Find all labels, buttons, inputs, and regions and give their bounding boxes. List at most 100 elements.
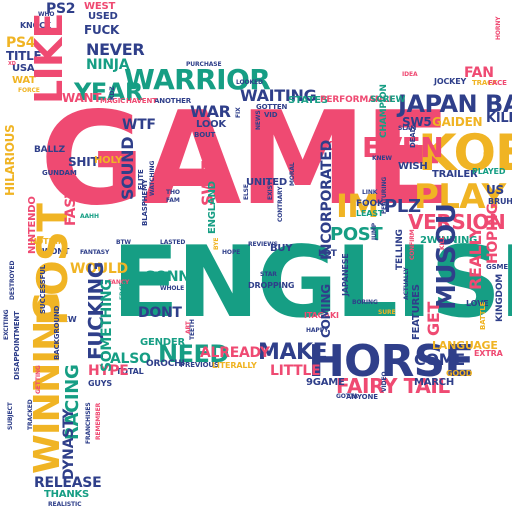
word-nothin: NOTHIN bbox=[30, 237, 65, 246]
word-total: TOTAL bbox=[116, 367, 144, 376]
word-want: WANT bbox=[62, 91, 102, 105]
word-coming: COMING bbox=[319, 284, 333, 338]
word-contrary: CONTRARY bbox=[277, 186, 284, 222]
word-bruh: BRUH bbox=[488, 197, 512, 206]
word-us: US bbox=[486, 183, 504, 197]
word-force: FORCE bbox=[18, 87, 40, 94]
word-played: PLAYED bbox=[472, 167, 506, 176]
word-also: ALSO bbox=[110, 351, 151, 367]
word-ps2: PS2 bbox=[46, 1, 76, 17]
word-really: REALLY bbox=[466, 226, 485, 290]
word-bout: BOUT bbox=[194, 131, 216, 139]
word-nintendo: NINTENDO bbox=[27, 196, 38, 254]
word-fancy: FANCY bbox=[108, 279, 130, 286]
word-knock: KNOCK bbox=[20, 21, 51, 30]
word-hoping: HOPING bbox=[485, 203, 501, 264]
word-disappointment: DISAPPOINTMENT bbox=[13, 311, 21, 380]
word-gsme: GSME bbox=[486, 263, 508, 271]
word-star: STAR bbox=[260, 271, 277, 278]
word-9game: 9GAME bbox=[306, 377, 345, 388]
word-havent: HAVENT bbox=[126, 97, 157, 105]
word-kill-small: KILL bbox=[439, 235, 446, 250]
word-anyone: ANYONE bbox=[346, 393, 378, 401]
word-waiting: WAITING bbox=[240, 86, 317, 105]
word-lot: LOT bbox=[318, 249, 337, 259]
word-fairy-tail: FAIRY TAIL bbox=[336, 374, 450, 398]
word-gundam: GUNDAM bbox=[42, 169, 77, 177]
word-champion: CHAMPION bbox=[379, 84, 389, 138]
word-warrior: WARRIOR bbox=[124, 63, 271, 96]
word-like: LIKE bbox=[27, 13, 71, 104]
word-little: LITTLE bbox=[270, 363, 321, 379]
word-plz: PLZ bbox=[384, 196, 421, 217]
word-edge: EDGE bbox=[119, 282, 126, 300]
word-xd: XD bbox=[8, 61, 16, 67]
word-tracked: TRACKED bbox=[27, 399, 34, 430]
word-game: GAME bbox=[40, 85, 451, 234]
word-destroyed: DESTROYED bbox=[9, 260, 16, 300]
word-trailer: TRAILER bbox=[432, 169, 478, 180]
word-never: NEVER bbox=[86, 40, 145, 59]
word-holy: HOLY bbox=[94, 155, 123, 166]
word-wont: WONT bbox=[42, 247, 70, 256]
word-performance: PERFORMANCE bbox=[320, 95, 395, 105]
word-usa: USA bbox=[12, 63, 35, 74]
word-make: MAKE bbox=[258, 340, 328, 365]
word-battle: BATTLE bbox=[479, 301, 487, 330]
word-getting: GETTING bbox=[35, 365, 42, 394]
word-gaiden: GAIDEN bbox=[432, 115, 483, 129]
word-news: NEWS bbox=[255, 110, 262, 130]
word-exist: EXIST bbox=[267, 181, 274, 200]
word-video: VIDEO bbox=[381, 371, 388, 392]
word-states: STATES bbox=[288, 95, 328, 106]
word-tho: THO bbox=[166, 189, 180, 196]
word-kdz: KDZ bbox=[109, 86, 116, 100]
word-new: NEW bbox=[56, 315, 77, 324]
word-uk: UK bbox=[314, 139, 333, 153]
word-thanks: THANKS bbox=[44, 489, 90, 500]
word-jockey: JOCKEY bbox=[434, 77, 467, 86]
word-telling: TELLING bbox=[395, 229, 405, 270]
word-aahh: AAHH bbox=[80, 213, 99, 220]
word-guys: GUYS bbox=[88, 379, 112, 388]
word-reviews: REVIEWS bbox=[248, 241, 278, 248]
word-dont: DONT bbox=[138, 305, 182, 321]
word-fam: FAM bbox=[166, 197, 180, 204]
word-good: GOOD bbox=[446, 369, 473, 378]
word-else: ELSE bbox=[243, 184, 250, 200]
word-slam: SLAM bbox=[398, 125, 417, 132]
word-love: LOVE bbox=[466, 299, 489, 308]
word-fantasy: FANTASY bbox=[80, 249, 110, 256]
word-buy: BUY bbox=[270, 243, 293, 254]
word-jump: JUMP bbox=[371, 223, 378, 240]
word-2winning: 2WINNING bbox=[420, 235, 478, 246]
word-sure: SURE bbox=[378, 309, 396, 316]
word-play: PLAY bbox=[414, 177, 506, 217]
word-dropping: DROPPING bbox=[248, 281, 295, 290]
word-version: VERSION bbox=[408, 210, 506, 234]
word-fix: FIX bbox=[235, 107, 242, 118]
word-btw: BTW bbox=[116, 239, 131, 246]
word-kill: KILL bbox=[486, 111, 512, 126]
word-background: BACKGROUND bbox=[53, 305, 61, 360]
word-previous: PREVIOUS bbox=[180, 361, 219, 369]
word-united: UNITED bbox=[246, 177, 287, 188]
word-face: FACE bbox=[488, 79, 507, 87]
word-extra: EXTRA bbox=[474, 349, 503, 358]
word-itagaki: ITAGAKI bbox=[304, 311, 339, 320]
word-march: MARCH bbox=[414, 377, 455, 388]
word-gotten: GOTTEN bbox=[256, 103, 288, 111]
word-come: COME bbox=[414, 350, 465, 369]
word-features: FEATURES bbox=[411, 284, 422, 340]
word-exciting: EXCITING bbox=[3, 309, 10, 340]
word-shit: SHIT bbox=[68, 155, 99, 169]
word-watching: WATCHING bbox=[149, 160, 156, 196]
word-link: LINK bbox=[362, 189, 378, 196]
word-musou: MUSOU bbox=[432, 203, 462, 310]
word-wish: WISH bbox=[398, 161, 428, 172]
word-wat: WAT bbox=[12, 75, 36, 86]
word-im: IM bbox=[336, 187, 379, 225]
word-release: RELEASE bbox=[34, 475, 102, 491]
word-fool: FOOL bbox=[483, 142, 490, 160]
